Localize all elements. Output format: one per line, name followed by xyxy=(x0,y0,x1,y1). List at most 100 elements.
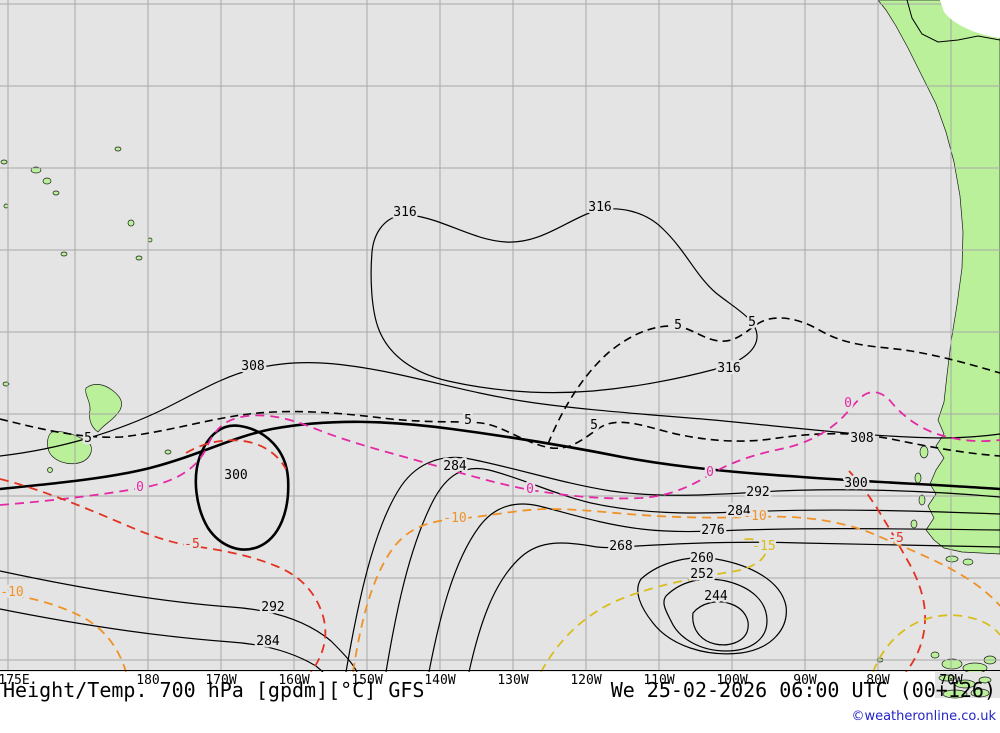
contour-300-main xyxy=(0,420,1000,491)
contour-label-292: 292 xyxy=(261,600,284,615)
lon-label-100W: 100W xyxy=(716,673,748,688)
footer: 175E 180 170W 160W 150W 140W 130W 120W 110W 100W 9… xyxy=(0,672,1000,733)
isotherm-minus5-wiggle xyxy=(185,439,287,470)
island-tonga xyxy=(127,219,135,227)
island-small xyxy=(0,159,8,165)
island-chile-fjord xyxy=(914,472,922,484)
contour-label-300: 300 xyxy=(224,468,247,483)
contour-300-closed-low xyxy=(194,424,290,551)
island-tierra-del-fuego xyxy=(945,555,959,563)
contour-label-5: 5 xyxy=(674,318,682,333)
lon-label-140W: 140W xyxy=(424,673,456,688)
contour-label-5: 5 xyxy=(590,418,598,433)
island-chile-fjord xyxy=(919,445,929,459)
isotherm-minus10-west xyxy=(0,592,127,672)
contour-label--5: -5 xyxy=(184,537,200,552)
contour-label-276: 276 xyxy=(701,523,724,538)
contour-label-316: 316 xyxy=(393,205,416,220)
island-new-zealand-north xyxy=(85,384,122,433)
isotherm-minus5-west xyxy=(0,478,327,672)
chart-valid-time: We 25-02-2026 06:00 UTC (00+126) xyxy=(610,678,996,702)
contour-284-west xyxy=(0,608,324,672)
contour-label-316: 316 xyxy=(588,200,611,215)
island-small xyxy=(3,203,9,209)
contour-label--10: -10 xyxy=(443,511,466,526)
graticule xyxy=(0,0,1000,670)
contour-label-308: 308 xyxy=(850,431,873,446)
island-tonga xyxy=(135,255,143,261)
island-antarctic xyxy=(962,662,988,672)
contour-label-252: 252 xyxy=(690,567,713,582)
lon-label-175E: 175E xyxy=(0,673,30,688)
contour-label-5: 5 xyxy=(84,431,92,446)
map-overflow-corner xyxy=(935,672,1000,707)
temp-0-contours xyxy=(0,391,1000,506)
corner-map-svg xyxy=(935,672,1000,699)
island-chile-fjord xyxy=(918,494,926,506)
chart-title: Height/Temp. 700 hPa [gpdm][°C] GFS xyxy=(3,678,425,702)
lon-label-80W: 80W xyxy=(866,673,890,688)
island-stewart xyxy=(47,467,53,473)
temp-minus10-contours xyxy=(0,508,1000,672)
contour-276 xyxy=(428,503,1000,672)
island-fiji xyxy=(52,190,60,196)
island-small xyxy=(147,237,153,243)
island-antarctic xyxy=(930,651,940,659)
island-fiji xyxy=(42,177,52,185)
corner-islands xyxy=(938,674,992,699)
lon-label-90W: 90W xyxy=(793,673,817,688)
height-contours xyxy=(0,208,1000,672)
island-chatham xyxy=(164,449,172,455)
contour-label--5: -5 xyxy=(888,531,904,546)
contour-label-0: 0 xyxy=(526,482,534,497)
island-small xyxy=(60,251,68,257)
lon-label-120W: 120W xyxy=(570,673,602,688)
lon-label-70W: 70W xyxy=(939,673,963,688)
contour-284 xyxy=(385,468,1000,672)
isotherm-0 xyxy=(0,391,1000,506)
contour-label-292: 292 xyxy=(746,485,769,500)
island-new-zealand-south xyxy=(47,431,92,465)
contour-268 xyxy=(468,541,1000,672)
contour-label-260: 260 xyxy=(690,551,713,566)
height-contours-thick xyxy=(0,420,1000,551)
isotherm-plus5-main xyxy=(0,410,1000,457)
contour-label-0: 0 xyxy=(706,465,714,480)
contour-label-5: 5 xyxy=(464,413,472,428)
andes-border-line xyxy=(906,0,1000,43)
lon-label-150W: 150W xyxy=(351,673,383,688)
copyright-link[interactable]: ©weatheronline.co.uk xyxy=(851,709,996,724)
contour-label-284: 284 xyxy=(256,634,280,649)
contour-316 xyxy=(370,208,758,394)
isotherm-minus5-east xyxy=(848,470,926,672)
contour-label-0: 0 xyxy=(844,396,852,411)
contour-label--10: -10 xyxy=(743,509,766,524)
weather-map: 316 3163163083083003002922922842842842762… xyxy=(0,0,1000,672)
contour-label-0: 0 xyxy=(136,480,144,495)
island-tierra-del-fuego xyxy=(962,558,974,566)
lon-label-160W: 160W xyxy=(278,673,310,688)
no-data-polygon xyxy=(940,0,1000,38)
isotherm-plus5-north xyxy=(547,317,1000,445)
contour-labels-layer: 316 3163163083083003002922922842842842762… xyxy=(0,198,906,652)
island-chile-fjord xyxy=(910,519,918,529)
sea-background xyxy=(0,0,1000,672)
contour-label-268: 268 xyxy=(609,539,632,554)
contour-label-300: 300 xyxy=(844,476,867,491)
contour-244 xyxy=(692,601,749,646)
lon-label-130W: 130W xyxy=(497,673,529,688)
contour-252 xyxy=(663,578,768,652)
island-samoa xyxy=(114,146,122,152)
land-layer xyxy=(0,0,1000,672)
contour-260 xyxy=(637,557,787,655)
lon-label-170W: 170W xyxy=(205,673,237,688)
contour-292-west xyxy=(0,570,358,672)
island-antarctic xyxy=(941,658,963,670)
isotherm-minus10-main xyxy=(352,508,1000,672)
contour-label-316: 316 xyxy=(717,361,740,376)
temp-minus5-contours xyxy=(0,439,926,672)
contour-label-244: 244 xyxy=(704,589,728,604)
temp-plus5-contours xyxy=(0,317,1000,457)
contour-label-308: 308 xyxy=(241,359,264,374)
contour-label-284: 284 xyxy=(727,504,751,519)
